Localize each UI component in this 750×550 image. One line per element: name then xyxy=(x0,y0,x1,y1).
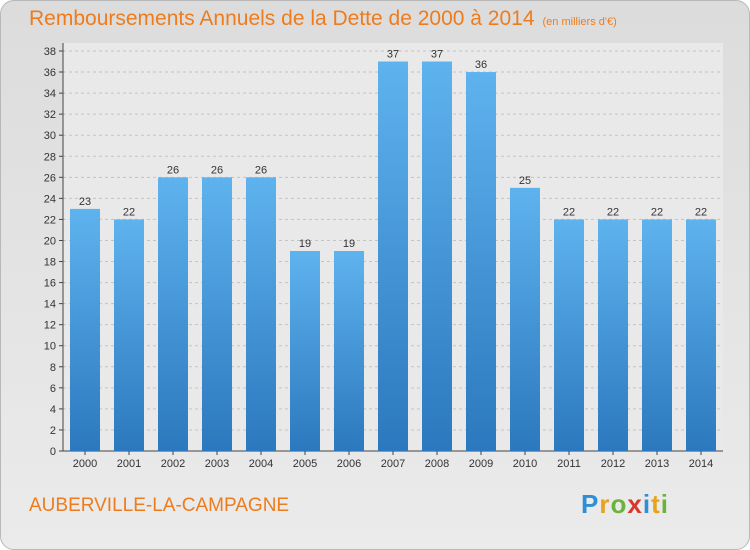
y-tick-label: 12 xyxy=(44,320,56,332)
y-tick-label: 20 xyxy=(44,235,56,247)
y-tick-label: 16 xyxy=(44,278,56,290)
bar-2006 xyxy=(334,251,364,451)
bar-value-label: 37 xyxy=(431,49,443,61)
x-tick-label: 2007 xyxy=(381,458,405,470)
bar-2012 xyxy=(598,219,628,451)
bar-2014 xyxy=(686,219,716,451)
y-tick-label: 2 xyxy=(50,425,56,437)
bar-2005 xyxy=(290,251,320,451)
y-tick-label: 32 xyxy=(44,109,56,121)
bar-2002 xyxy=(158,177,188,451)
y-tick-label: 30 xyxy=(44,130,56,142)
y-tick-label: 18 xyxy=(44,257,56,269)
logo-letter: i xyxy=(660,489,669,519)
y-tick-label: 26 xyxy=(44,172,56,184)
bar-2010 xyxy=(510,187,540,451)
x-tick-label: 2009 xyxy=(469,458,493,470)
y-tick-label: 22 xyxy=(44,214,56,226)
x-tick-label: 2001 xyxy=(117,458,141,470)
bar-value-label: 22 xyxy=(607,206,619,218)
chart-unit: (en milliers d'€) xyxy=(542,16,617,28)
bar-value-label: 22 xyxy=(695,206,707,218)
logo-letter: P xyxy=(581,489,600,519)
y-tick-label: 10 xyxy=(44,341,56,353)
x-tick-label: 2005 xyxy=(293,458,317,470)
y-tick-label: 36 xyxy=(44,67,56,79)
commune-name: AUBERVILLE-LA-CAMPAGNE xyxy=(29,495,290,516)
bar-value-label: 26 xyxy=(255,164,267,176)
y-tick-label: 0 xyxy=(50,446,56,458)
x-tick-label: 2000 xyxy=(73,458,97,470)
bar-value-label: 23 xyxy=(79,196,91,208)
bar-2009 xyxy=(466,72,496,451)
x-tick-label: 2012 xyxy=(601,458,625,470)
logo-letter: o xyxy=(610,489,628,519)
x-tick-label: 2014 xyxy=(689,458,713,470)
logo-letter: x xyxy=(627,489,643,519)
x-tick-label: 2008 xyxy=(425,458,449,470)
y-tick-label: 28 xyxy=(44,151,56,163)
bar-value-label: 22 xyxy=(563,206,575,218)
bar-2008 xyxy=(422,61,452,452)
y-tick-label: 14 xyxy=(44,299,56,311)
bar-value-label: 36 xyxy=(475,59,487,71)
bar-value-label: 19 xyxy=(299,238,311,250)
bar-value-label: 19 xyxy=(343,238,355,250)
x-tick-label: 2003 xyxy=(205,458,229,470)
bar-value-label: 37 xyxy=(387,49,399,61)
chart-title-text: Remboursements Annuels de la Dette de 20… xyxy=(29,7,535,30)
bar-2013 xyxy=(642,219,672,451)
logo-letter: i xyxy=(642,489,652,519)
y-tick-label: 6 xyxy=(50,383,56,395)
y-tick-label: 38 xyxy=(44,46,56,58)
bar-value-label: 26 xyxy=(211,164,223,176)
bar-2011 xyxy=(554,219,584,451)
x-tick-label: 2010 xyxy=(513,458,537,470)
logo-letter: t xyxy=(651,489,661,519)
bar-value-label: 25 xyxy=(519,175,531,187)
logo-letter: r xyxy=(599,489,611,519)
y-tick-label: 24 xyxy=(44,193,56,205)
bar-value-label: 22 xyxy=(651,206,663,218)
bar-2007 xyxy=(378,61,408,452)
bar-2000 xyxy=(70,208,100,451)
x-tick-label: 2006 xyxy=(337,458,361,470)
y-tick-label: 34 xyxy=(44,88,56,100)
x-tick-label: 2011 xyxy=(557,458,581,470)
bar-2004 xyxy=(246,177,276,451)
bar-2003 xyxy=(202,177,232,451)
bar-2001 xyxy=(114,219,144,451)
x-tick-label: 2013 xyxy=(645,458,669,470)
bar-value-label: 26 xyxy=(167,164,179,176)
proxiti-logo[interactable]: Proxiti xyxy=(581,489,669,520)
x-tick-label: 2004 xyxy=(249,458,273,470)
chart-title: Remboursements Annuels de la Dette de 20… xyxy=(29,7,617,31)
bar-value-label: 22 xyxy=(123,206,135,218)
x-tick-label: 2002 xyxy=(161,458,185,470)
y-tick-label: 8 xyxy=(50,362,56,374)
y-tick-label: 4 xyxy=(50,404,56,416)
